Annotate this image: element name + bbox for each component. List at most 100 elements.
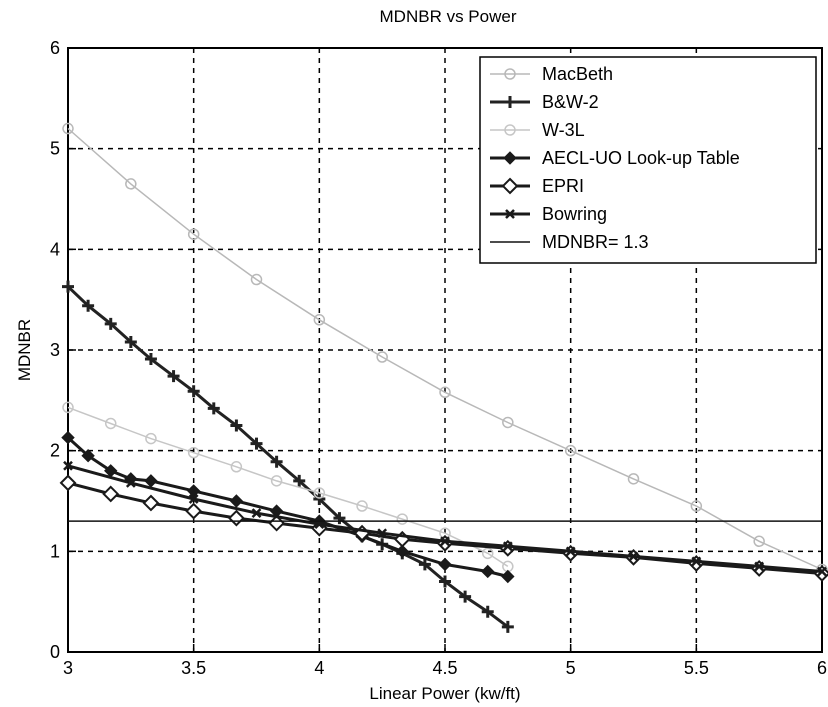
series-aecl-uo-look-up-table-marker	[186, 484, 201, 498]
y-tick-label: 6	[50, 38, 60, 58]
series-macbeth-marker	[564, 444, 577, 457]
legend: MacBeth B&W-2 W-3L AECL-UO Look-up Table EPR…	[479, 56, 817, 264]
legend-item-b-w-2: B&W-2	[490, 92, 599, 112]
y-tick-label: 3	[50, 340, 60, 360]
legend-item-mdnbr-1-3: MDNBR= 1.3	[490, 232, 649, 252]
series-aecl-uo-look-up-table-marker	[229, 494, 244, 508]
series-bowring-marker	[565, 546, 576, 557]
series-b-w-2-marker	[418, 558, 431, 571]
legend-item-epri: EPRI	[490, 176, 584, 196]
series-b-w-2-marker	[439, 575, 451, 588]
series-w-3l-marker	[104, 417, 117, 430]
series-epri-marker	[59, 474, 77, 492]
series-lines	[59, 122, 828, 633]
series-macbeth-line	[67, 127, 823, 571]
series-aecl-uo-look-up-table-marker	[61, 430, 75, 445]
series-macbeth-marker	[62, 122, 74, 135]
legend-item-macbeth: MacBeth	[490, 64, 613, 84]
axis-ticks: 3 3.5 4 4.5 5 5.5 6 0 1 2 3 4 5 6	[50, 38, 827, 678]
series-w-3l-marker	[62, 401, 74, 414]
series-b-w-2-marker	[144, 353, 157, 366]
series-b-w-2-marker	[481, 605, 494, 618]
series-macbeth-marker	[627, 473, 640, 485]
series-b-w-2-marker	[207, 402, 220, 415]
series-b-w-2-line	[66, 285, 509, 628]
y-tick-label: 2	[50, 441, 60, 461]
x-axis-label: Linear Power (kw/ft)	[369, 684, 520, 703]
series-macbeth-marker	[439, 386, 451, 399]
series-b-w-2-marker	[459, 590, 472, 603]
series-macbeth-marker	[313, 314, 326, 326]
series-w-3l-marker	[270, 475, 283, 487]
series-macbeth-marker	[376, 351, 388, 363]
series-b-w-2-marker	[82, 299, 95, 312]
legend-item-bowring-label: Bowring	[542, 204, 607, 224]
x-tick-label: 4	[314, 658, 324, 678]
series-w-3l-marker	[313, 487, 326, 499]
series-bowring-marker	[63, 460, 73, 471]
legend-item-w-3l-marker	[504, 124, 516, 136]
series-aecl-uo-look-up-table-marker	[81, 448, 95, 463]
series-aecl-uo-look-up-table-marker	[395, 544, 409, 559]
legend-item-b-w-2-marker	[504, 96, 516, 108]
series-bowring-marker	[188, 494, 199, 504]
y-tick-label: 0	[50, 642, 60, 662]
series-w-3l-marker	[230, 461, 243, 473]
legend-item-mdnbr-1-3-label: MDNBR= 1.3	[542, 232, 649, 252]
series-bowring-marker	[691, 556, 702, 567]
x-tick-label: 5	[566, 658, 576, 678]
legend-items: MacBeth B&W-2 W-3L AECL-UO Look-up Table EPR…	[490, 64, 740, 252]
legend-item-w-3l-label: W-3L	[542, 120, 585, 140]
series-b-w-2-marker	[270, 455, 283, 468]
series-w-3l-marker	[481, 547, 494, 560]
series-b-w-2-marker	[104, 317, 117, 330]
series-macbeth	[62, 122, 828, 576]
legend-item-aecl-uo-look-up-table-label: AECL-UO Look-up Table	[542, 148, 740, 168]
x-tick-label: 3	[63, 658, 73, 678]
series-epri-marker	[185, 502, 203, 520]
series-b-w-2-marker	[313, 492, 326, 505]
series-b-w-2-marker	[62, 280, 74, 293]
series-b-w-2-marker	[230, 419, 243, 432]
series-w-3l-marker	[396, 513, 409, 525]
y-axis-label: MDNBR	[15, 319, 34, 381]
series-b-w-2-marker	[333, 512, 346, 525]
legend-box	[479, 56, 817, 264]
series-bowring-marker	[251, 508, 262, 518]
y-tick-label: 4	[50, 239, 60, 259]
series-b-w-2-marker	[187, 385, 200, 398]
y-tick-label: 1	[50, 541, 60, 561]
series-b-w-2-marker	[293, 474, 306, 487]
legend-item-b-w-2-label: B&W-2	[542, 92, 599, 112]
y-tick-label: 5	[50, 139, 60, 159]
series-bowring-marker	[628, 551, 639, 562]
series-macbeth-marker	[250, 273, 263, 286]
legend-item-macbeth-marker	[504, 68, 516, 80]
series-macbeth-marker	[502, 416, 514, 429]
series-macbeth-marker	[753, 535, 765, 548]
legend-item-macbeth-label: MacBeth	[542, 64, 613, 84]
series-aecl-uo-look-up-table-marker	[481, 564, 495, 579]
chart-title: MDNBR vs Power	[380, 7, 517, 26]
x-tick-label: 5.5	[684, 658, 709, 678]
series-b-w-2-marker	[167, 370, 180, 383]
series-aecl-uo-look-up-table-marker	[501, 569, 515, 584]
series-bowring-marker	[502, 541, 513, 552]
x-tick-label: 4.5	[432, 658, 457, 678]
series-w-3l-marker	[356, 500, 368, 512]
series-macbeth-marker	[187, 228, 200, 240]
series-bowring-marker	[817, 566, 827, 577]
series-w-3l-marker	[145, 432, 157, 445]
series-epri-marker	[102, 485, 120, 503]
legend-item-aecl-uo-look-up-table: AECL-UO Look-up Table	[490, 148, 740, 168]
series-macbeth-marker	[690, 500, 703, 512]
series-epri-marker	[142, 494, 160, 512]
legend-item-aecl-uo-look-up-table-marker	[503, 151, 517, 165]
legend-item-bowring-marker	[505, 209, 515, 219]
series-b-w-2-marker	[250, 437, 263, 450]
series-b-w-2-marker	[501, 620, 514, 633]
legend-item-w-3l: W-3L	[490, 120, 585, 140]
series-w-3l-marker	[187, 446, 200, 459]
series-b-w-2-marker	[124, 335, 137, 348]
